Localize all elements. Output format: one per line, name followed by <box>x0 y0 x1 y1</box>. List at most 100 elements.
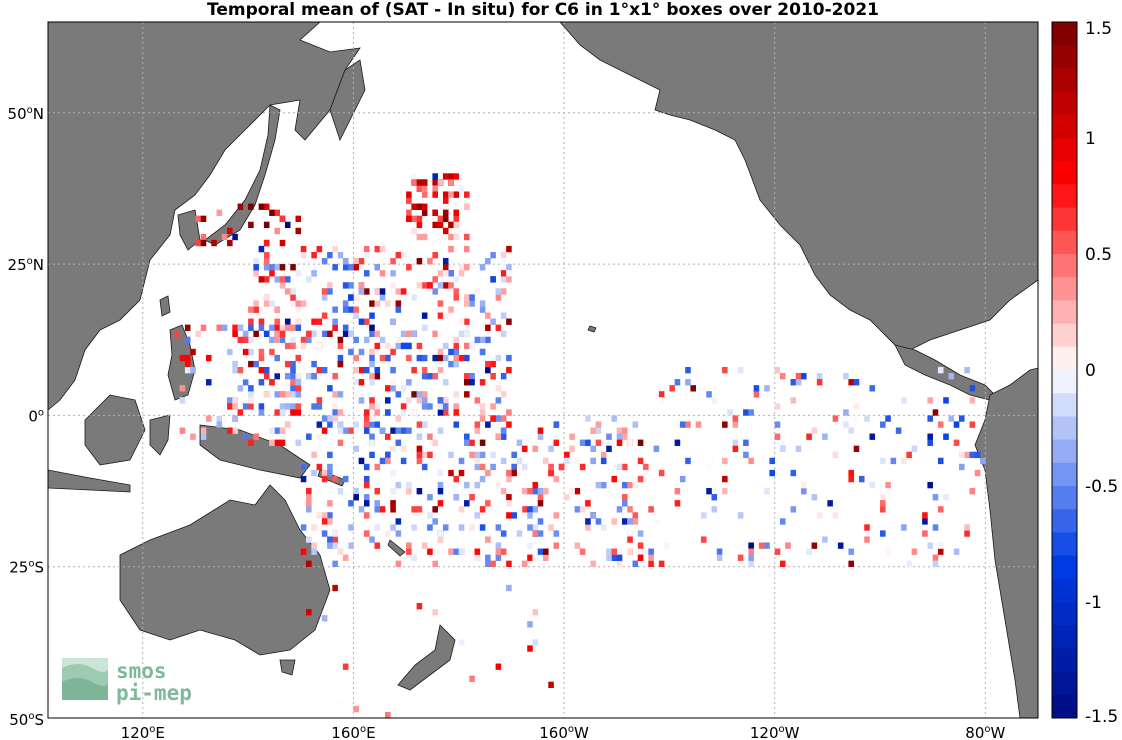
data-cell <box>437 427 444 434</box>
data-cell <box>190 427 196 434</box>
data-cell <box>474 554 481 561</box>
data-cell <box>832 512 839 519</box>
data-cell <box>479 475 486 483</box>
data-cell <box>453 348 460 356</box>
data-cell <box>753 385 760 392</box>
data-cell <box>342 282 349 289</box>
data-cell <box>353 705 359 713</box>
data-cell <box>295 324 302 331</box>
data-cell <box>532 554 539 561</box>
data-cell <box>506 512 512 519</box>
data-cell <box>353 488 359 495</box>
data-cell <box>269 427 275 434</box>
data-cell <box>258 245 265 253</box>
data-cell <box>416 506 423 513</box>
data-cell <box>353 379 359 386</box>
data-cell <box>295 409 302 416</box>
land-new-guinea <box>199 424 311 479</box>
colorbar-tick-label: 0 <box>1085 361 1096 381</box>
data-cell <box>980 457 986 465</box>
data-cell <box>369 373 375 380</box>
data-cell <box>458 639 465 646</box>
data-cell <box>737 554 744 561</box>
data-cell <box>306 536 312 543</box>
colorbar-step <box>1052 68 1077 93</box>
data-cell <box>321 294 328 301</box>
data-cell <box>379 245 386 253</box>
data-cell <box>395 336 402 344</box>
data-cell <box>495 524 502 531</box>
data-cell <box>374 421 381 428</box>
data-cell <box>790 469 797 477</box>
data-cell <box>927 481 933 489</box>
data-cell <box>284 221 291 229</box>
data-cell <box>448 282 454 289</box>
data-cell <box>469 494 475 501</box>
data-cell <box>848 427 854 434</box>
data-cell <box>700 512 707 519</box>
data-cell <box>595 427 602 434</box>
data-cell <box>532 488 539 495</box>
data-cell <box>406 379 412 386</box>
data-cell <box>253 270 259 277</box>
data-cell <box>880 494 886 501</box>
data-cell <box>469 379 475 386</box>
data-cell <box>311 373 317 380</box>
data-cell <box>290 300 296 307</box>
data-cell <box>337 342 344 350</box>
data-cell <box>890 457 897 465</box>
data-cell <box>848 560 854 567</box>
data-cell <box>269 379 275 386</box>
data-cell <box>937 542 944 549</box>
data-cell <box>495 294 502 301</box>
data-cell <box>959 415 965 422</box>
data-cell <box>464 500 470 507</box>
data-cell <box>348 330 354 338</box>
data-cell <box>327 251 333 259</box>
colorbar-step <box>1052 184 1077 209</box>
data-cell <box>448 173 454 180</box>
data-cell <box>437 312 444 319</box>
colorbar-step <box>1052 393 1077 417</box>
data-cell <box>358 258 365 265</box>
data-cell <box>816 379 823 386</box>
data-cell <box>321 312 328 319</box>
data-cell <box>527 524 533 531</box>
data-cell <box>553 530 560 537</box>
data-cell <box>448 270 454 277</box>
data-cell <box>453 173 460 180</box>
data-cell <box>932 554 939 561</box>
data-cell <box>464 481 470 489</box>
data-cell <box>906 451 912 459</box>
data-cell <box>437 179 444 186</box>
data-cell <box>495 433 502 440</box>
data-cell <box>848 469 854 477</box>
data-cell <box>416 215 423 223</box>
data-cell <box>406 548 412 555</box>
data-cell <box>406 488 412 495</box>
data-cell <box>537 427 544 434</box>
data-cell <box>711 506 718 513</box>
data-cell <box>342 663 349 670</box>
data-cell <box>632 518 639 525</box>
data-cell <box>901 457 907 465</box>
data-cell <box>221 324 228 331</box>
data-cell <box>474 457 481 465</box>
data-cell <box>843 373 849 380</box>
data-cell <box>448 548 454 555</box>
data-cell <box>385 711 391 718</box>
data-cell <box>416 258 423 265</box>
data-cell <box>474 421 481 428</box>
data-cell <box>795 373 802 380</box>
data-cell <box>358 318 365 325</box>
data-cell <box>327 512 333 519</box>
data-cell <box>348 500 354 507</box>
data-cell <box>290 342 296 350</box>
data-cell <box>327 542 333 549</box>
data-cell <box>437 330 444 338</box>
data-cell <box>316 330 323 338</box>
data-cell <box>706 463 712 471</box>
data-cell <box>543 554 549 561</box>
data-cell <box>427 282 433 289</box>
data-cell <box>269 264 275 271</box>
